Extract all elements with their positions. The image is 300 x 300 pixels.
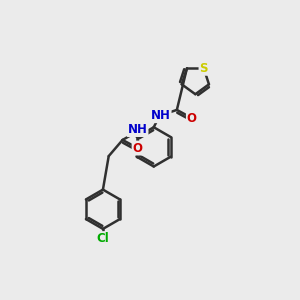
Text: Cl: Cl [97, 232, 109, 245]
Text: NH: NH [151, 109, 171, 122]
Text: O: O [133, 142, 142, 154]
Text: NH: NH [128, 123, 148, 136]
Text: O: O [187, 112, 197, 124]
Text: S: S [200, 62, 208, 75]
